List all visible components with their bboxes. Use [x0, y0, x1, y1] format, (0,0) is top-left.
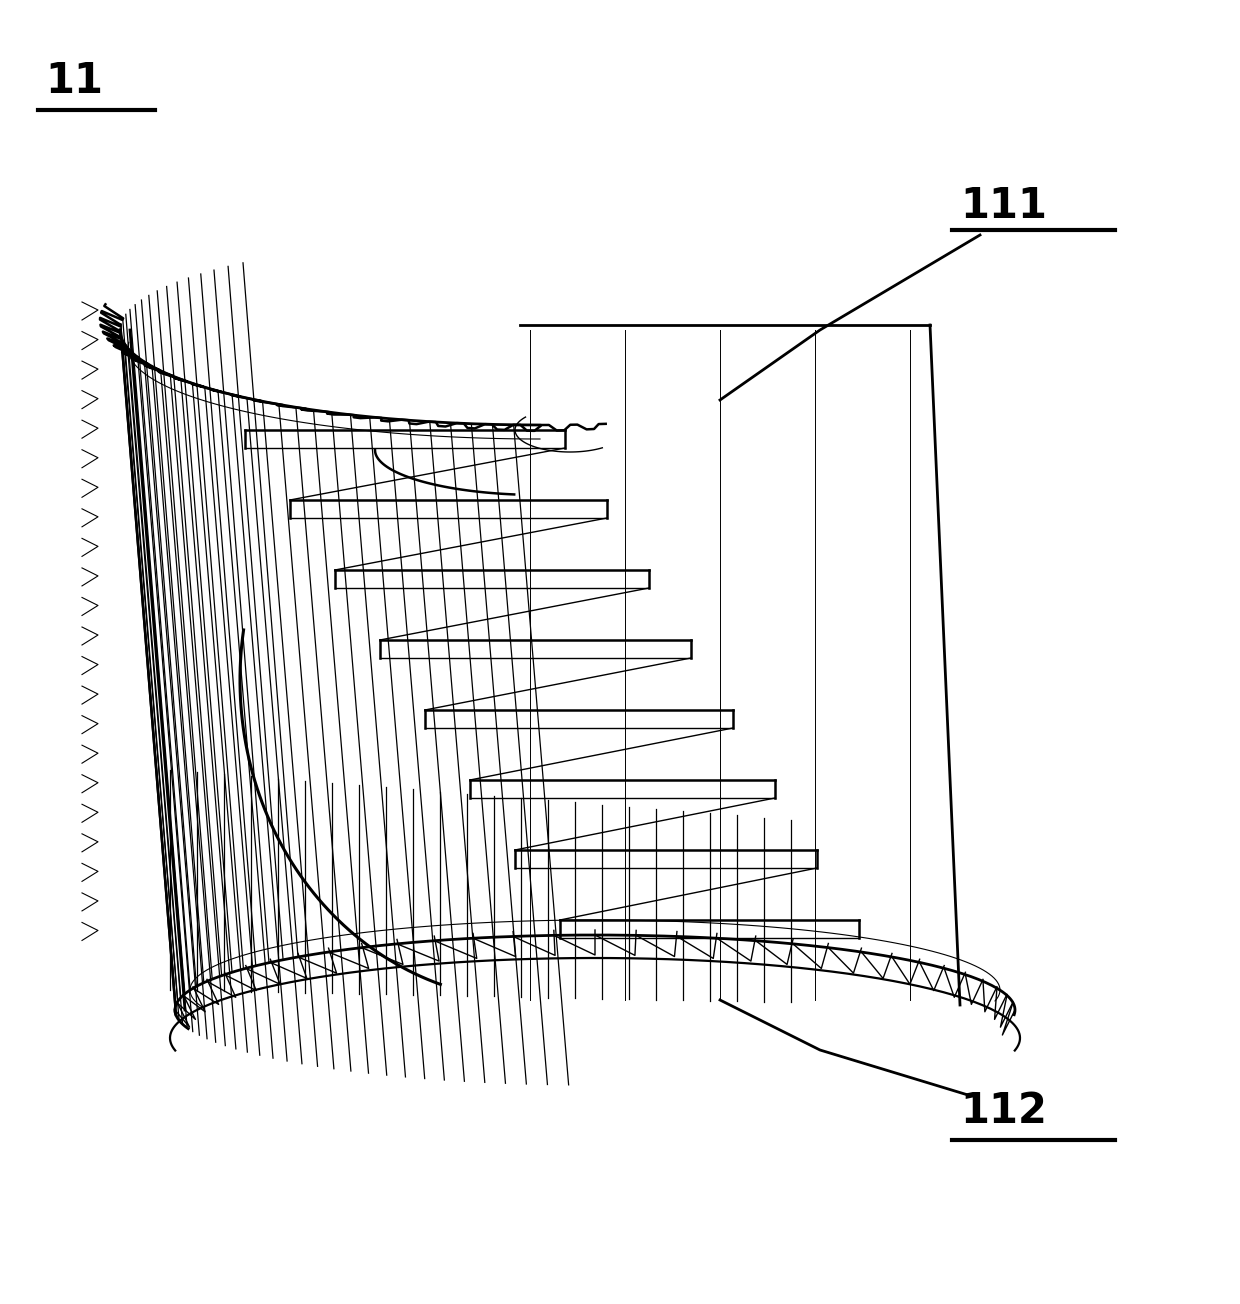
Text: 112: 112 — [960, 1090, 1047, 1132]
Text: 111: 111 — [960, 185, 1047, 227]
Text: 11: 11 — [45, 60, 103, 102]
